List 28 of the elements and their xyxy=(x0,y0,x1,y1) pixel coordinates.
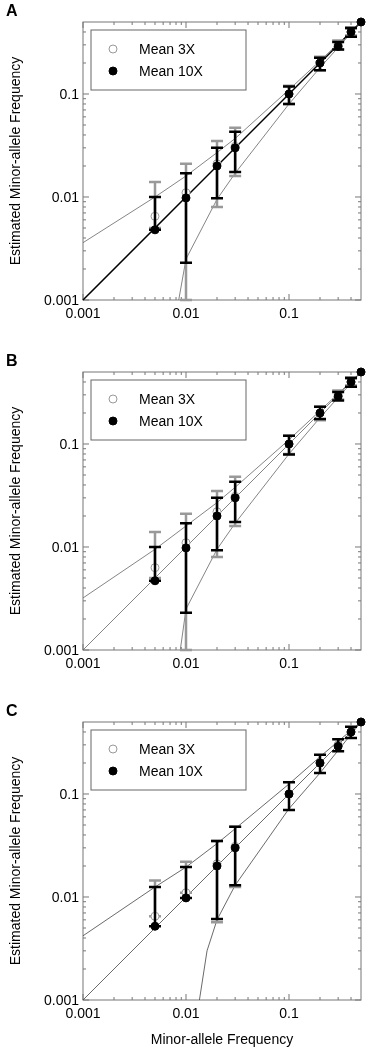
legend-label: Mean 3X xyxy=(139,391,196,407)
y-tick-label: 0.01 xyxy=(51,889,80,905)
x-tick-label: 0.1 xyxy=(279,305,299,321)
x-tick-label: 0.01 xyxy=(172,305,200,321)
x-axis-title: Minor-allele Frequency xyxy=(150,1031,294,1047)
legend-label: Mean 10X xyxy=(139,763,204,779)
x-tick-label: 0.01 xyxy=(172,655,200,671)
y-axis-title: Estimated Minor-allele Frequency xyxy=(7,56,23,266)
y-tick-label: 0.001 xyxy=(43,292,80,308)
y-tick-label: 0.01 xyxy=(51,189,80,205)
y-tick-label: 0.001 xyxy=(43,992,80,1008)
x-tick-label: 0.1 xyxy=(279,1005,299,1021)
y-tick-label: 0.1 xyxy=(59,786,80,802)
legend-label: Mean 10X xyxy=(139,63,204,79)
y-tick-label: 0.001 xyxy=(43,642,80,658)
y-axis-title: Estimated Minor-allele Frequency xyxy=(7,756,23,966)
y-tick-label: 0.1 xyxy=(59,86,80,102)
chart-title: C xyxy=(6,702,18,719)
y-tick-label: 0.1 xyxy=(59,436,80,452)
legend-label: Mean 3X xyxy=(139,741,196,757)
y-tick-label: 0.01 xyxy=(51,539,80,555)
x-tick-label: 0.01 xyxy=(172,1005,200,1021)
chart-title: B xyxy=(6,352,18,369)
legend-label: Mean 10X xyxy=(139,413,204,429)
chart-title: A xyxy=(6,2,18,19)
x-tick-label: 0.1 xyxy=(279,655,299,671)
y-axis-title: Estimated Minor-allele Frequency xyxy=(7,406,23,616)
legend-label: Mean 3X xyxy=(139,41,196,57)
